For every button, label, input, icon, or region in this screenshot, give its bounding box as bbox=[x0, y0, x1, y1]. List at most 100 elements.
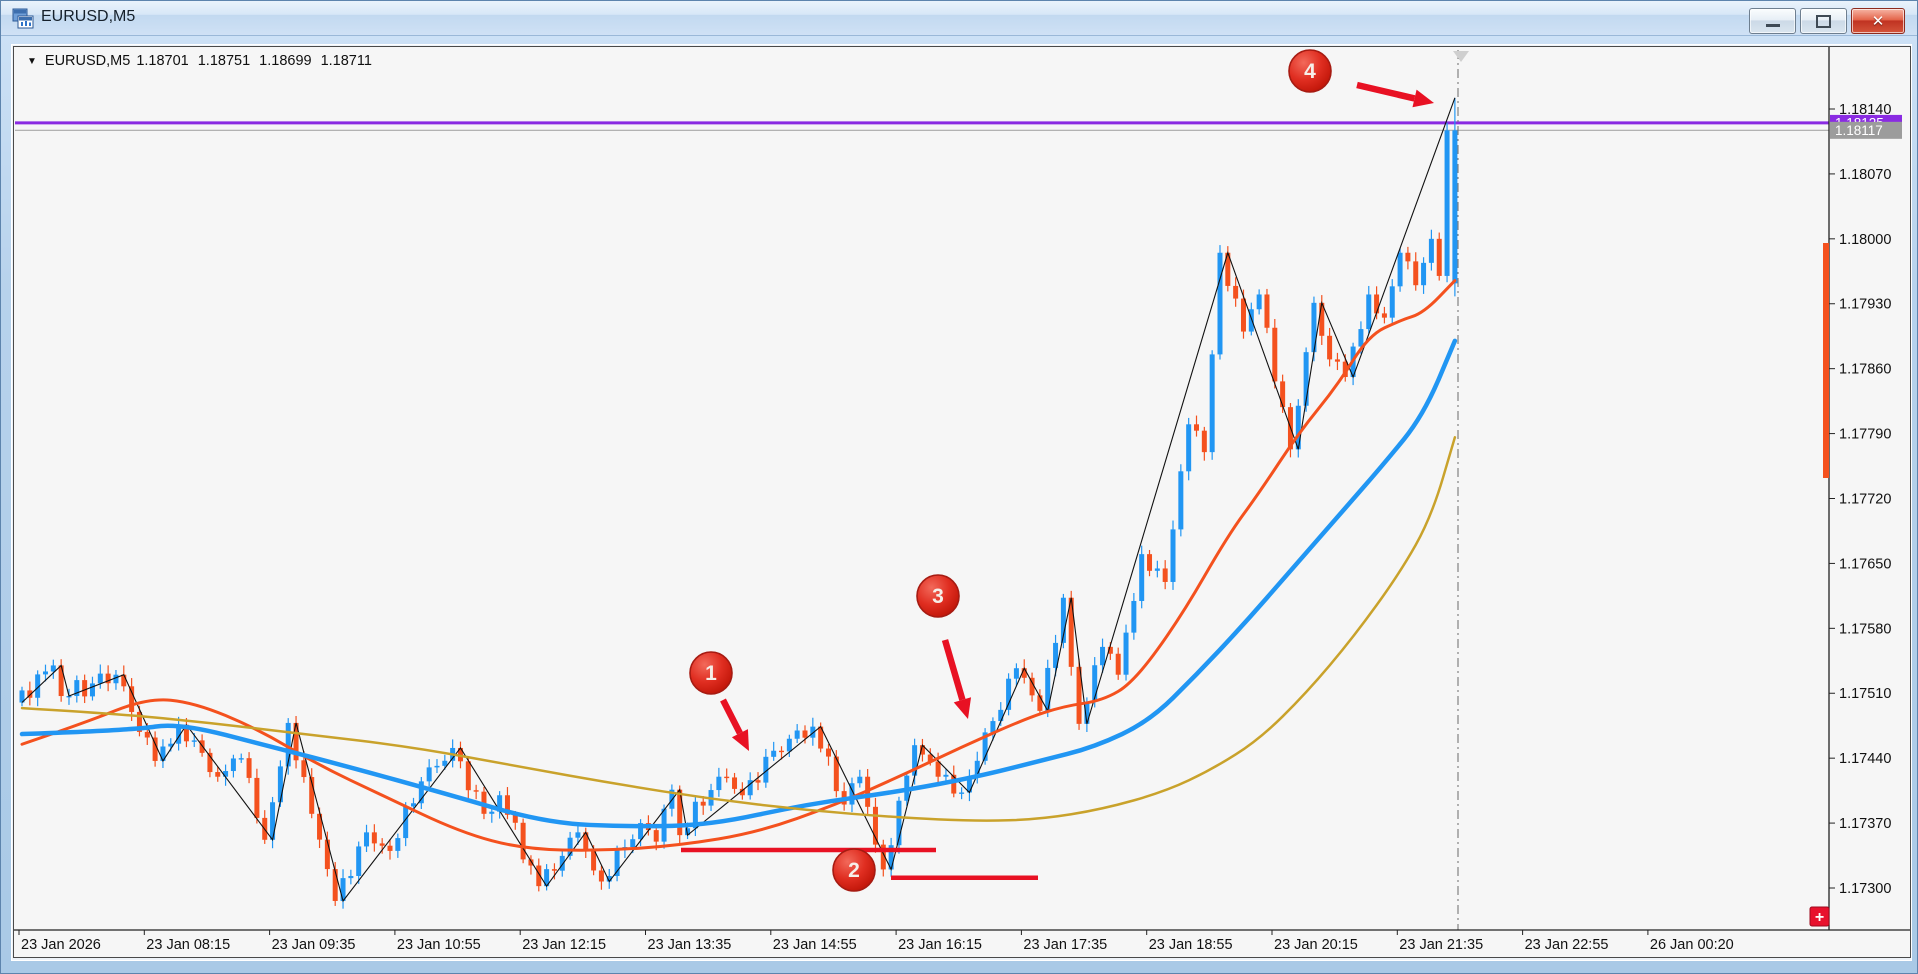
bull-candle bbox=[403, 806, 409, 839]
bull-candle bbox=[1131, 600, 1137, 633]
time-tick-label: 23 Jan 14:55 bbox=[773, 937, 857, 953]
window-controls: ✕ bbox=[1749, 8, 1905, 34]
bear-candle bbox=[1374, 294, 1380, 314]
current-price-label bbox=[1830, 121, 1902, 139]
bull-candle bbox=[1248, 309, 1254, 332]
annotation-circle-4[interactable]: 4 bbox=[1288, 49, 1332, 93]
bull-candle bbox=[418, 781, 424, 804]
time-tick-label: 23 Jan 12:15 bbox=[522, 937, 606, 953]
close-button[interactable]: ✕ bbox=[1851, 8, 1905, 34]
bull-candle bbox=[559, 855, 565, 871]
bull-candle bbox=[1006, 678, 1012, 710]
chart-shift-marker[interactable] bbox=[1453, 51, 1469, 62]
bull-candle bbox=[630, 839, 636, 848]
bear-candle bbox=[880, 844, 886, 870]
annotation-arrow-2[interactable] bbox=[941, 639, 972, 719]
plus-button-box[interactable] bbox=[1809, 906, 1830, 927]
price-tick-label: 1.17790 bbox=[1839, 427, 1891, 443]
bear-candle bbox=[520, 822, 526, 860]
bull-candle bbox=[411, 803, 416, 807]
bull-candle bbox=[1045, 667, 1051, 711]
bear-candle bbox=[1201, 430, 1207, 453]
bear-candle bbox=[129, 686, 135, 712]
annotation-circle-2[interactable]: 2 bbox=[832, 848, 876, 892]
bear-candle bbox=[1413, 261, 1419, 286]
annotation-circle-3[interactable]: 3 bbox=[916, 574, 960, 618]
candlestick-series bbox=[19, 97, 1458, 909]
slow-ma-line[interactable] bbox=[20, 436, 1457, 822]
bear-candle bbox=[317, 813, 323, 840]
minimize-button[interactable] bbox=[1749, 8, 1796, 34]
bull-candle bbox=[747, 780, 753, 796]
bull-candle bbox=[998, 709, 1004, 722]
level-lines-group bbox=[15, 121, 1829, 131]
circle-number: 2 bbox=[848, 859, 860, 882]
arrow-shaft bbox=[941, 639, 966, 701]
bear-candle bbox=[833, 756, 839, 792]
chart-canvas[interactable]: 1.18140 1.18070 1.18000 1.17930 1.17860 1.177… bbox=[14, 47, 1910, 957]
maximize-button[interactable] bbox=[1800, 8, 1847, 34]
fast-ma-line[interactable] bbox=[20, 279, 1457, 852]
time-tick-label: 23 Jan 16:15 bbox=[898, 937, 982, 953]
bear-candle bbox=[919, 745, 925, 755]
bull-candle bbox=[1178, 471, 1184, 530]
bull-candle bbox=[685, 828, 691, 836]
bull-candle bbox=[340, 878, 346, 901]
bear-candle bbox=[1225, 252, 1231, 286]
time-tick-label: 23 Jan 18:55 bbox=[1149, 937, 1233, 953]
ohlc-open: 1.18701 bbox=[136, 53, 189, 69]
bear-candle bbox=[105, 673, 111, 684]
bear-candle bbox=[1264, 294, 1270, 328]
bear-candle bbox=[1405, 252, 1411, 262]
bull-candle bbox=[223, 771, 229, 777]
zigzag-overlay[interactable] bbox=[21, 97, 1456, 903]
bull-candle bbox=[912, 745, 918, 776]
bull-candle bbox=[35, 674, 41, 698]
window-title: EURUSD,M5 bbox=[41, 8, 136, 25]
bear-candle bbox=[332, 869, 338, 901]
bull-candle bbox=[888, 845, 894, 870]
bull-candle bbox=[614, 850, 620, 876]
bear-candle bbox=[465, 761, 471, 791]
bull-candle bbox=[19, 690, 25, 703]
price-tick-label: 1.17860 bbox=[1839, 362, 1891, 378]
bull-candle bbox=[1311, 302, 1317, 353]
bull-candle bbox=[97, 673, 103, 684]
chart-widget[interactable]: 1.18140 1.18070 1.18000 1.17930 1.17860 1.177… bbox=[13, 46, 1911, 958]
time-tick-label: 23 Jan 22:55 bbox=[1525, 937, 1609, 953]
time-axis-labels: 23 Jan 2026 23 Jan 08:15 23 Jan 09:35 23 Ja… bbox=[18, 930, 1734, 953]
circle-badge bbox=[689, 651, 733, 695]
bear-candle bbox=[536, 865, 542, 887]
annotation-circle-1[interactable]: 1 bbox=[689, 651, 733, 695]
axis-plus-button[interactable]: + bbox=[1809, 906, 1830, 927]
bull-candle bbox=[230, 758, 236, 772]
annotation-arrow-1[interactable] bbox=[720, 698, 749, 751]
bear-candle bbox=[677, 789, 683, 836]
annotations-group: 1 2 3 4 bbox=[689, 49, 1434, 892]
bull-candle bbox=[1303, 352, 1309, 406]
ohlc-low: 1.18699 bbox=[259, 53, 312, 69]
bull-candle bbox=[1092, 665, 1098, 702]
bear-candle bbox=[136, 711, 142, 732]
bull-candle bbox=[356, 846, 362, 876]
bear-candle bbox=[872, 806, 878, 845]
time-tick-label: 23 Jan 17:35 bbox=[1023, 937, 1107, 953]
arrow-head-icon bbox=[953, 697, 972, 719]
bear-candle bbox=[207, 752, 213, 773]
bear-candle bbox=[1194, 424, 1199, 431]
bear-candle bbox=[598, 870, 604, 882]
price-tick-label: 1.17650 bbox=[1839, 556, 1891, 572]
time-tick-label: 26 Jan 00:20 bbox=[1650, 937, 1734, 953]
bull-candle bbox=[426, 767, 432, 782]
bull-candle bbox=[277, 766, 283, 803]
bull-candle bbox=[1366, 294, 1372, 330]
bull-candle bbox=[763, 756, 769, 783]
bull-candle bbox=[716, 776, 722, 791]
bull-candle bbox=[1209, 354, 1215, 453]
title-bar[interactable]: EURUSD,M5 ✕ bbox=[1, 1, 1917, 36]
mid-ma-line[interactable] bbox=[19, 338, 1458, 829]
bull-candle bbox=[497, 795, 503, 812]
annotation-arrow-3[interactable] bbox=[1356, 81, 1434, 108]
ohlc-symbol: EURUSD,M5 bbox=[44, 53, 131, 69]
bull-candle bbox=[113, 674, 119, 684]
